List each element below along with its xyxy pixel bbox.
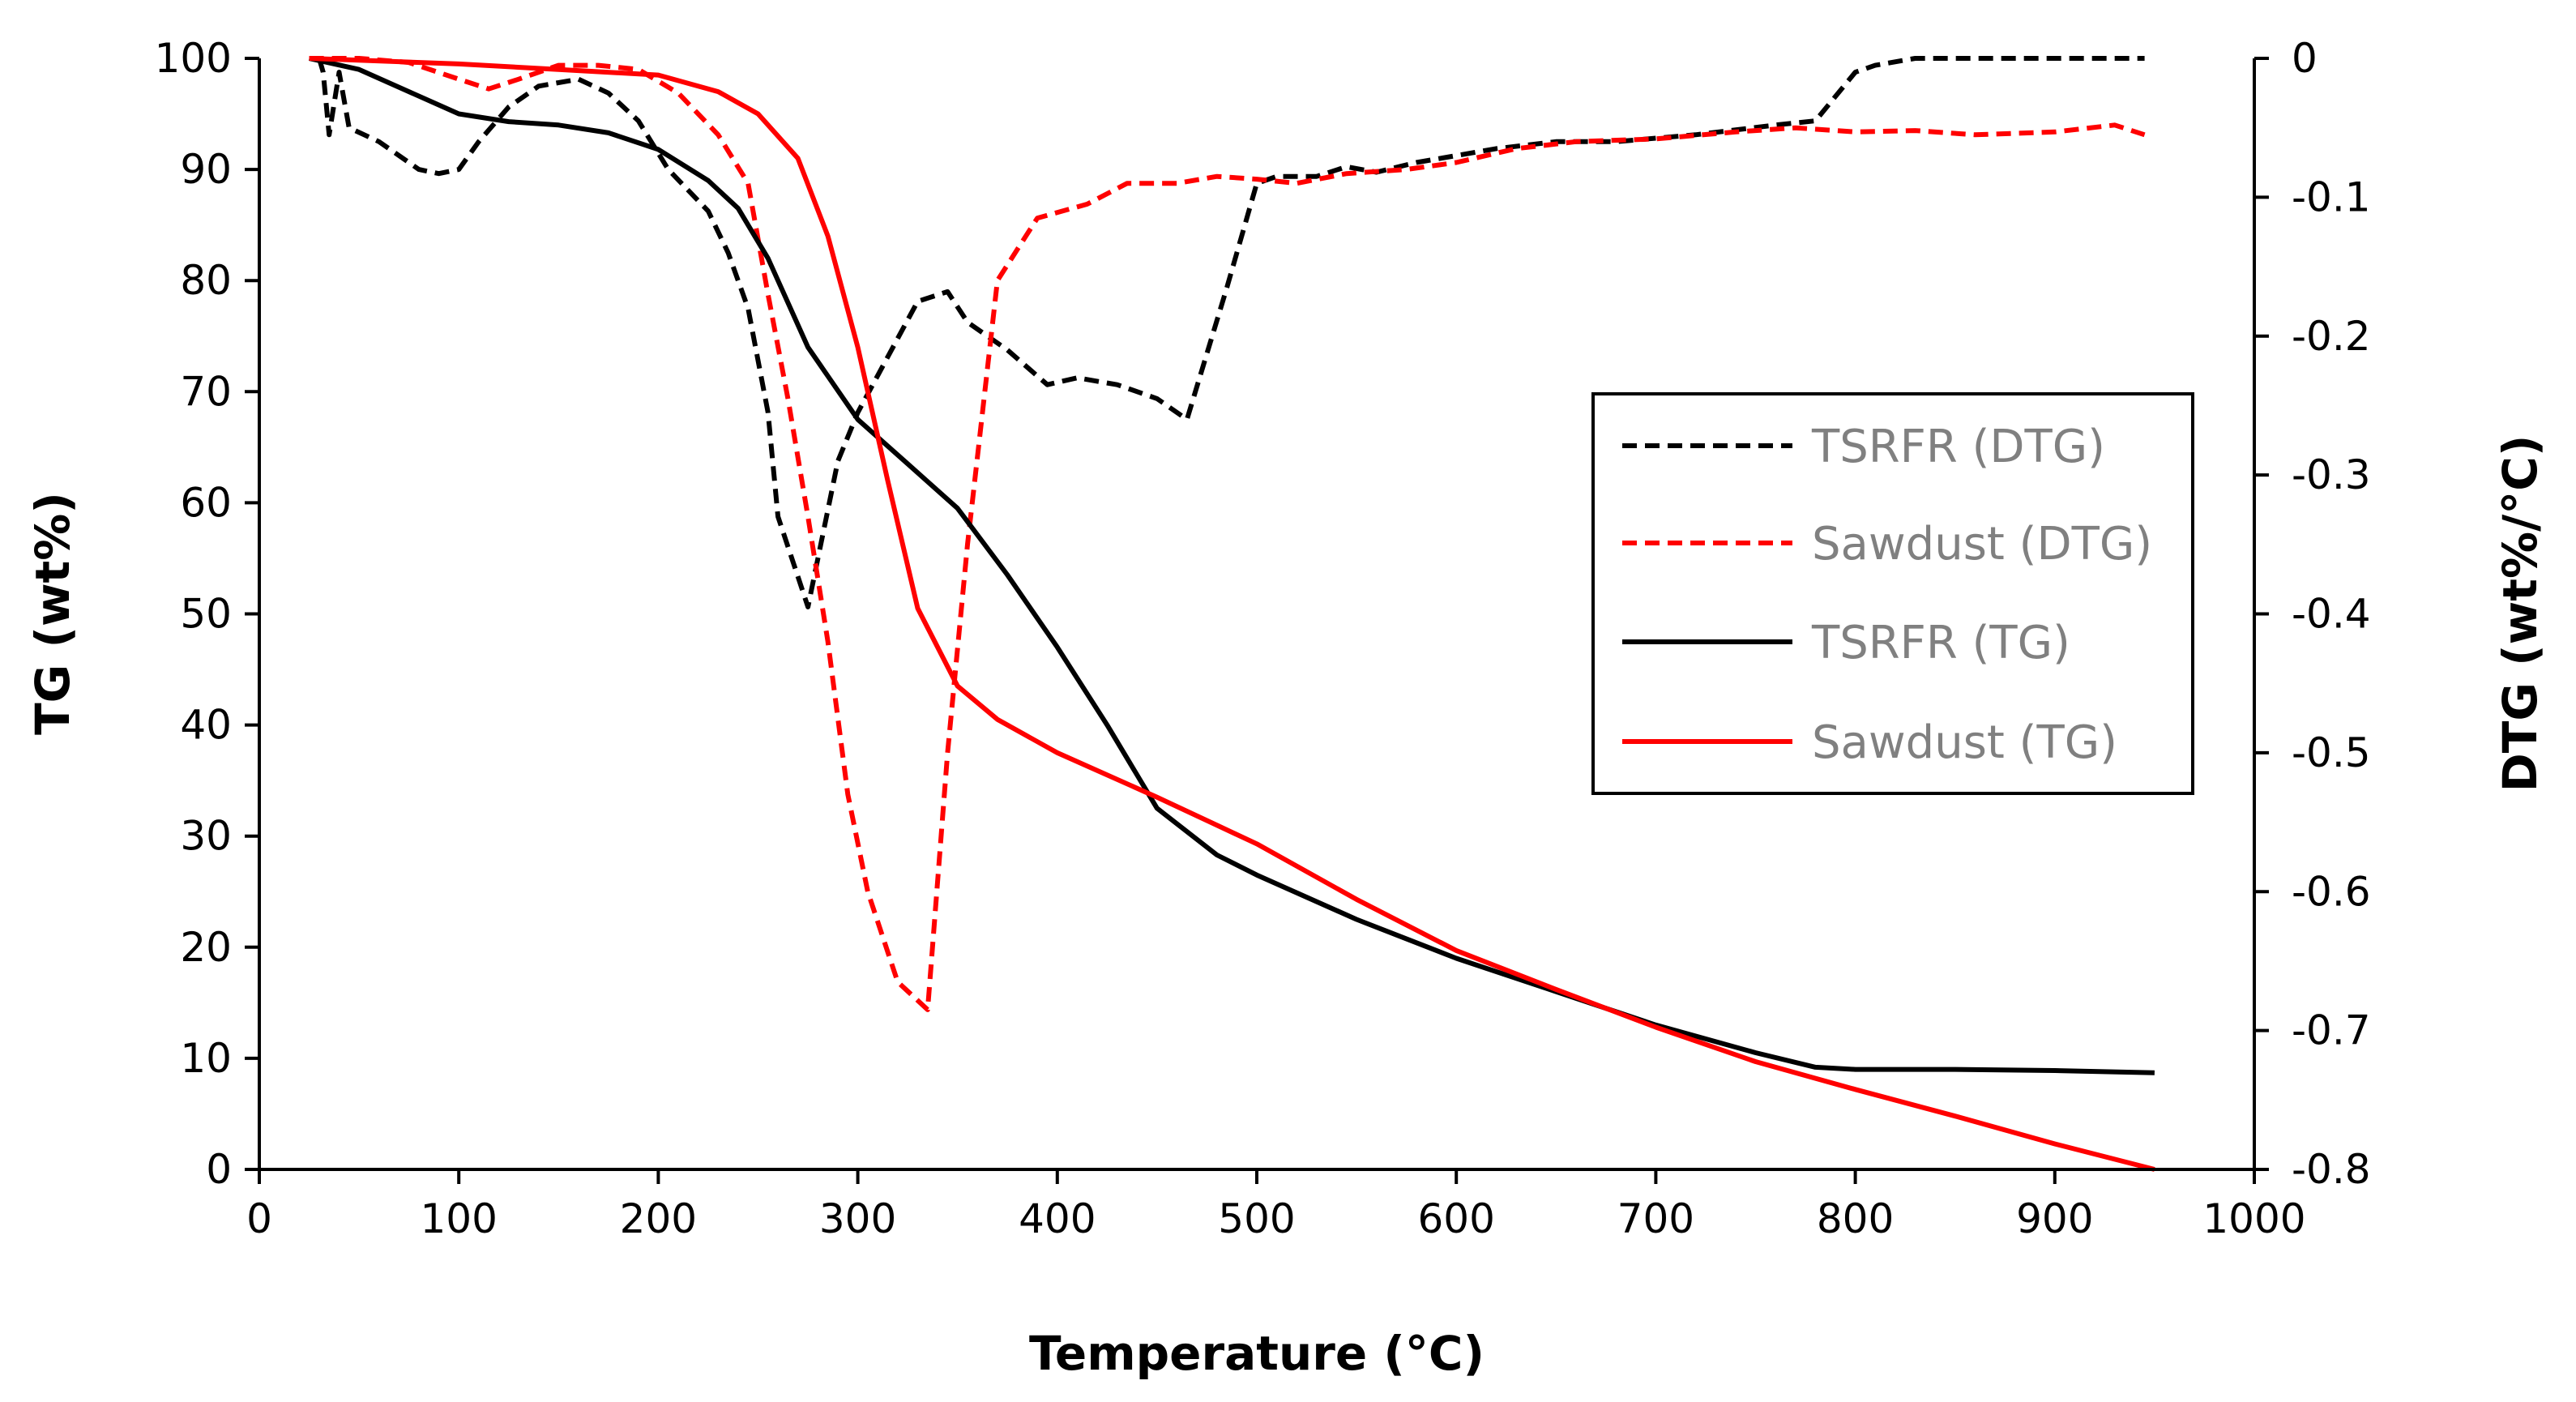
x-tick-label: 300	[819, 1195, 896, 1242]
series-line-sawdust-dtg	[309, 56, 2146, 1012]
series-line-tsrfr-tg	[308, 56, 2155, 1075]
y-left-tick-label: 10	[180, 1035, 232, 1082]
y-right-tick-label: 0	[2292, 35, 2318, 82]
series-layer	[308, 56, 2155, 1172]
x-tick-label: 100	[420, 1195, 497, 1242]
y-axis-left-title: TG (wt%)	[25, 492, 80, 735]
y-right-tick-label: -0.3	[2292, 451, 2371, 498]
y-left-tick-label: 0	[206, 1146, 232, 1193]
y-left-tick-label: 30	[180, 813, 232, 860]
x-tick-label: 700	[1617, 1195, 1694, 1242]
series-line-sawdust-tg	[309, 56, 2155, 1172]
y-right-tick-label: -0.7	[2292, 1007, 2371, 1054]
y-left-tick-label: 20	[180, 924, 232, 971]
y-right-tick-label: -0.4	[2292, 591, 2371, 638]
x-tick-label: 0	[246, 1195, 272, 1242]
x-tick-label: 800	[1817, 1195, 1894, 1242]
y-right-tick-label: -0.8	[2292, 1146, 2371, 1193]
y-right-tick-label: -0.5	[2292, 729, 2371, 776]
x-tick-label: 1000	[2202, 1195, 2305, 1242]
legend-box	[1591, 392, 2194, 795]
legend-label-sawdust-tg: Sawdust (TG)	[1812, 716, 2117, 769]
y-left-tick-label: 60	[180, 479, 232, 526]
x-tick-label: 900	[2016, 1195, 2093, 1242]
tick-layer: 0 100 200 300 400 500 600 700 800 900 100001020304…	[155, 35, 2371, 1242]
y-right-tick-label: -0.2	[2292, 313, 2371, 360]
x-tick-label: 500	[1218, 1195, 1295, 1242]
y-axis-right-title: DTG (wt%/°C)	[2493, 435, 2548, 793]
y-left-tick-label: 80	[180, 257, 232, 304]
x-tick-label: 200	[620, 1195, 697, 1242]
y-left-tick-label: 40	[180, 702, 232, 749]
y-left-tick-label: 100	[155, 35, 232, 82]
y-right-tick-label: -0.1	[2292, 173, 2371, 220]
y-left-tick-label: 90	[180, 146, 232, 193]
legend-label-tsrfr-dtg: TSRFR (DTG)	[1811, 421, 2105, 473]
x-tick-label: 400	[1019, 1195, 1096, 1242]
y-left-tick-label: 50	[180, 591, 232, 638]
x-axis-title: Temperature (°C)	[1029, 1326, 1485, 1381]
x-tick-label: 600	[1417, 1195, 1494, 1242]
legend: TSRFR (DTG) Sawdust (DTG) TSRFR (TG) Sawdus…	[1591, 392, 2194, 795]
legend-label-sawdust-dtg: Sawdust (DTG)	[1812, 518, 2152, 571]
legend-items: TSRFR (DTG) Sawdust (DTG) TSRFR (TG) Sawdus…	[1622, 421, 2152, 769]
legend-label-tsrfr-tg: TSRFR (TG)	[1811, 617, 2070, 669]
y-left-tick-label: 70	[180, 368, 232, 415]
y-right-tick-label: -0.6	[2292, 868, 2371, 915]
series-line-tsrfr-dtg	[317, 56, 2145, 609]
